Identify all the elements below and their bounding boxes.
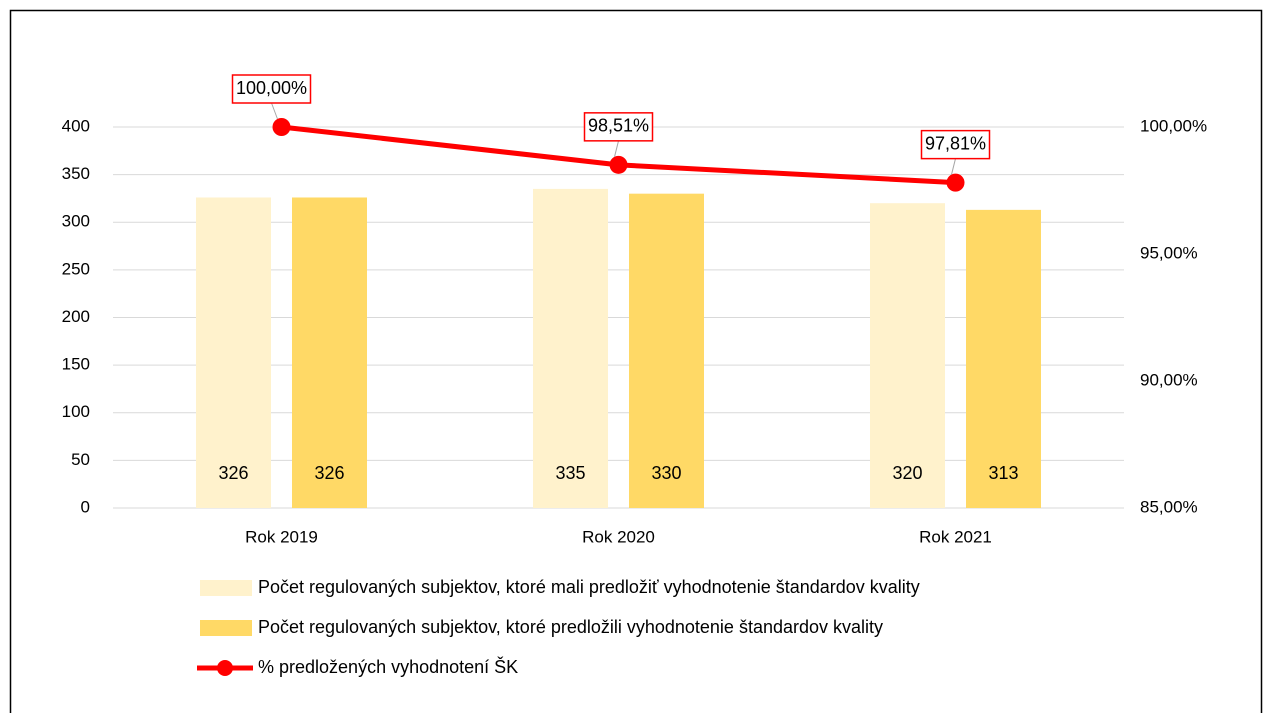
label-leader — [951, 158, 956, 175]
bar-value-label: 313 — [988, 463, 1018, 483]
line-value-label: 97,81% — [925, 133, 986, 153]
x-tick-label: Rok 2020 — [582, 527, 655, 546]
label-box — [231, 74, 312, 104]
y2-tick-label: 95,00% — [1140, 243, 1198, 262]
line-point — [272, 118, 291, 136]
y-tick-label: 250 — [62, 259, 90, 278]
bar — [292, 197, 367, 509]
y-tick-label: 350 — [62, 164, 90, 183]
y-tick-label: 150 — [62, 355, 90, 374]
line-point — [609, 155, 628, 174]
bar — [966, 209, 1041, 508]
legend-label: % predložených vyhodnotení ŠK — [258, 656, 518, 677]
line-point — [946, 173, 965, 192]
legend-label: Počet regulovaných subjektov, ktoré pred… — [258, 617, 883, 637]
y2-tick-label: 90,00% — [1140, 370, 1198, 389]
y-tick-label: 300 — [62, 212, 90, 231]
line-value-label: 100,00% — [236, 78, 307, 98]
y-tick-label: 100 — [62, 402, 90, 421]
x-tick-label: Rok 2021 — [919, 527, 992, 546]
y-tick-label: 50 — [71, 450, 90, 469]
bar — [870, 203, 945, 508]
line-value-label: 98,51% — [588, 116, 649, 136]
y-tick-label: 400 — [62, 116, 90, 135]
y-tick-label: 0 — [81, 497, 90, 516]
chart-frame — [9, 9, 1263, 713]
bar-value-label: 320 — [892, 463, 922, 483]
label-box — [583, 112, 654, 142]
x-tick-label: Rok 2019 — [245, 527, 318, 546]
bar-value-label: 335 — [555, 463, 585, 483]
legend-marker — [217, 660, 233, 676]
legend-swatch — [200, 620, 252, 636]
label-leader — [271, 102, 278, 120]
bar-value-label: 326 — [218, 463, 248, 483]
label-leader — [614, 140, 619, 157]
label-box — [920, 129, 991, 160]
bar-value-label: 330 — [651, 463, 681, 483]
bar — [533, 188, 608, 508]
bar-value-label: 326 — [314, 463, 344, 483]
y2-tick-label: 100,00% — [1140, 116, 1207, 135]
legend-swatch — [200, 580, 252, 596]
bar — [196, 197, 271, 509]
y-tick-label: 200 — [62, 307, 90, 326]
y2-tick-label: 85,00% — [1140, 497, 1198, 516]
bar — [629, 193, 704, 509]
legend-label: Počet regulovaných subjektov, ktoré mali… — [258, 577, 920, 597]
